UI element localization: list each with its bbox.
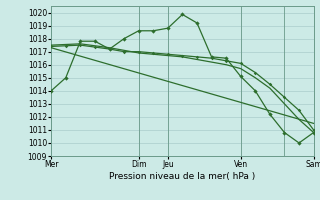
X-axis label: Pression niveau de la mer( hPa ): Pression niveau de la mer( hPa ) bbox=[109, 172, 256, 181]
